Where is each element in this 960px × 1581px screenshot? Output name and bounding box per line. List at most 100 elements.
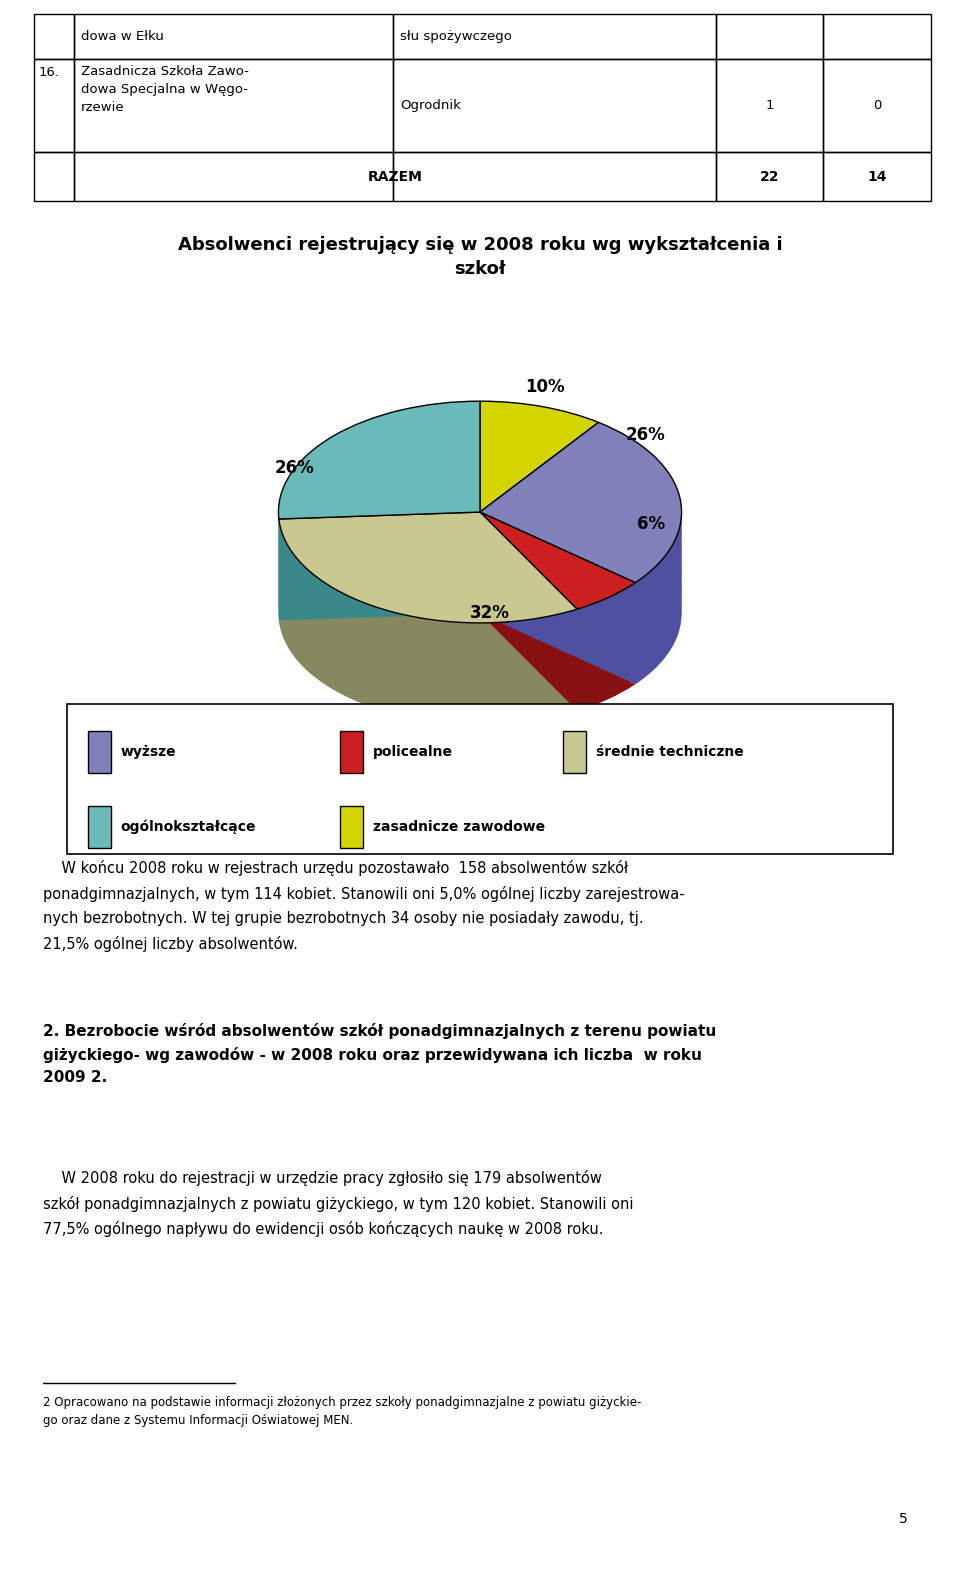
Bar <box>34 58 74 152</box>
Wedge shape <box>480 428 682 588</box>
Text: 26%: 26% <box>625 427 665 444</box>
Wedge shape <box>278 574 577 685</box>
Wedge shape <box>278 417 480 536</box>
Wedge shape <box>480 503 598 613</box>
Wedge shape <box>480 523 636 620</box>
Bar <box>74 152 393 201</box>
Text: dowa w Ełku: dowa w Ełku <box>82 30 164 43</box>
Wedge shape <box>480 492 598 602</box>
Wedge shape <box>278 463 480 582</box>
Wedge shape <box>480 545 636 643</box>
Text: RAZEM: RAZEM <box>368 169 422 183</box>
Text: 5: 5 <box>900 1511 908 1526</box>
Wedge shape <box>278 609 577 719</box>
Wedge shape <box>480 541 636 637</box>
Wedge shape <box>480 602 636 699</box>
Wedge shape <box>278 512 577 623</box>
Text: Zasadnicza Szkoła Zawo-
dowa Specjalna w Węgo-
rzewie: Zasadnicza Szkoła Zawo- dowa Specjalna w… <box>82 65 249 114</box>
Wedge shape <box>480 444 682 606</box>
Bar <box>716 58 824 152</box>
Bar <box>393 152 716 201</box>
Bar <box>88 730 111 773</box>
Wedge shape <box>278 492 480 609</box>
Wedge shape <box>480 501 682 662</box>
Wedge shape <box>480 422 682 583</box>
Wedge shape <box>480 479 682 639</box>
Wedge shape <box>480 512 682 674</box>
Wedge shape <box>278 596 577 708</box>
Bar <box>824 152 931 201</box>
Text: 0: 0 <box>874 100 881 112</box>
Wedge shape <box>480 557 636 655</box>
Wedge shape <box>278 441 480 558</box>
Wedge shape <box>278 591 577 702</box>
Wedge shape <box>278 585 577 696</box>
Wedge shape <box>278 496 480 615</box>
Wedge shape <box>480 563 636 659</box>
Wedge shape <box>278 452 480 569</box>
Wedge shape <box>278 530 577 640</box>
Wedge shape <box>278 481 480 598</box>
Bar <box>74 58 393 152</box>
Text: 26%: 26% <box>275 458 315 477</box>
Wedge shape <box>278 474 480 593</box>
Text: W 2008 roku do rejestracji w urzędzie pracy zgłosiło się 179 absolwentów
szkół p: W 2008 roku do rejestracji w urzędzie pr… <box>43 1170 634 1238</box>
Text: Absolwenci rejestrujący się w 2008 roku wg wykształcenia i
szkoł: Absolwenci rejestrujący się w 2008 roku … <box>178 236 782 278</box>
Wedge shape <box>480 484 682 645</box>
Wedge shape <box>480 580 636 677</box>
Wedge shape <box>480 508 682 667</box>
Wedge shape <box>480 457 598 569</box>
Bar <box>563 730 586 773</box>
Wedge shape <box>480 496 598 609</box>
Wedge shape <box>278 523 577 634</box>
Wedge shape <box>278 485 480 604</box>
Wedge shape <box>480 446 598 557</box>
Wedge shape <box>480 457 682 617</box>
Bar <box>74 14 393 58</box>
Text: średnie techniczne: średnie techniczne <box>595 745 743 759</box>
Wedge shape <box>480 613 636 711</box>
Wedge shape <box>278 613 577 724</box>
Wedge shape <box>480 452 598 563</box>
Wedge shape <box>278 446 480 564</box>
Wedge shape <box>480 462 682 623</box>
Wedge shape <box>480 441 598 552</box>
Text: 32%: 32% <box>470 604 510 621</box>
Wedge shape <box>480 512 636 609</box>
Text: 2 Opracowano na podstawie informacji złożonych przez szkoły ponadgimnazjalne z p: 2 Opracowano na podstawie informacji zło… <box>43 1396 641 1428</box>
Wedge shape <box>480 490 682 650</box>
Wedge shape <box>480 433 682 594</box>
Wedge shape <box>278 557 577 669</box>
Bar <box>340 730 363 773</box>
Wedge shape <box>480 523 682 685</box>
Wedge shape <box>480 473 682 634</box>
Text: zasadnicze zawodowe: zasadnicze zawodowe <box>372 819 544 833</box>
Wedge shape <box>278 470 480 587</box>
Bar <box>34 152 74 201</box>
Wedge shape <box>480 435 598 545</box>
Wedge shape <box>278 569 577 680</box>
Text: W końcu 2008 roku w rejestrach urzędu pozostawało  158 absolwentów szkół
ponadgi: W końcu 2008 roku w rejestrach urzędu po… <box>43 860 684 952</box>
Bar <box>88 806 111 847</box>
Wedge shape <box>480 485 598 596</box>
Text: ogólnokształcące: ogólnokształcące <box>121 819 256 833</box>
Wedge shape <box>480 517 636 615</box>
Text: policealne: policealne <box>372 745 453 759</box>
Wedge shape <box>480 440 682 599</box>
Bar <box>340 806 363 847</box>
Wedge shape <box>278 541 577 651</box>
Wedge shape <box>278 517 577 629</box>
Wedge shape <box>480 519 682 678</box>
Wedge shape <box>480 569 636 666</box>
Wedge shape <box>278 402 480 519</box>
Wedge shape <box>480 596 636 694</box>
Wedge shape <box>480 534 636 632</box>
Bar <box>716 14 824 58</box>
Text: 22: 22 <box>760 169 780 183</box>
Wedge shape <box>480 470 598 580</box>
Wedge shape <box>480 474 598 585</box>
Wedge shape <box>480 417 598 530</box>
Text: Ogrodnik: Ogrodnik <box>399 100 461 112</box>
Wedge shape <box>480 406 598 517</box>
Wedge shape <box>278 602 577 713</box>
